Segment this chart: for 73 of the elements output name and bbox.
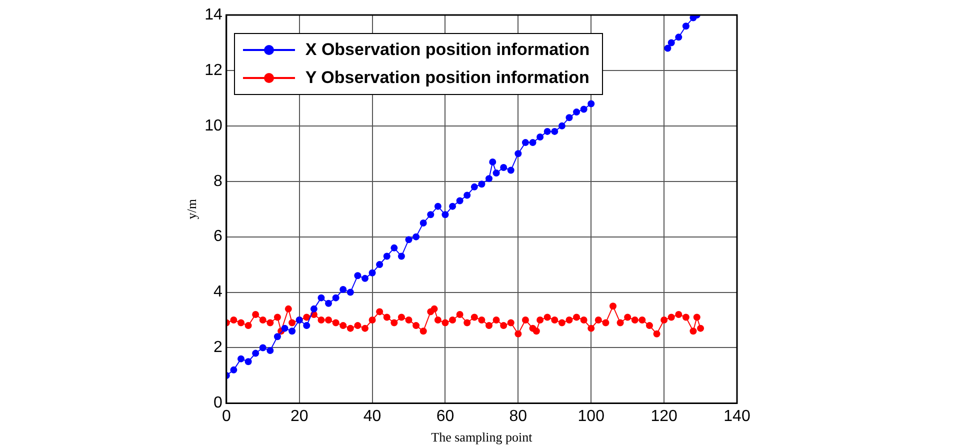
point (551, 128, 558, 135)
point (682, 22, 690, 30)
legend-label: X Observation position information (305, 40, 590, 60)
point (500, 164, 508, 172)
x-axis-title: The sampling point (431, 430, 533, 445)
point (252, 350, 260, 357)
point (390, 244, 398, 252)
point (529, 139, 536, 146)
point (434, 202, 442, 210)
point (492, 170, 500, 177)
y-axis-title: y/m (184, 198, 200, 220)
point (230, 366, 238, 374)
point (514, 150, 522, 158)
point (485, 175, 492, 182)
point (420, 219, 427, 226)
point (573, 108, 580, 116)
point (544, 128, 551, 135)
point (675, 34, 682, 41)
point (244, 358, 252, 366)
y-tick-label: 8 (213, 172, 222, 190)
point (442, 211, 449, 218)
point (332, 294, 340, 302)
x-tick-label: 140 (724, 408, 750, 426)
x-tick-label: 60 (436, 408, 454, 426)
point (536, 134, 544, 141)
x-tick-label: 80 (509, 408, 528, 426)
x-tick-label: 20 (290, 408, 308, 426)
point (281, 324, 288, 332)
point (310, 305, 318, 312)
point (376, 261, 384, 268)
point (368, 269, 376, 276)
point (259, 344, 266, 352)
point (383, 252, 390, 260)
point (346, 288, 354, 296)
point (558, 122, 566, 130)
y-tick-label: 4 (213, 284, 222, 301)
point (464, 192, 471, 199)
point (325, 300, 332, 307)
x-tick-label: 40 (363, 408, 382, 426)
point (588, 100, 595, 108)
point (398, 252, 405, 260)
x-tick-label: 100 (578, 408, 605, 426)
point (566, 114, 573, 122)
y-tick-label: 10 (204, 117, 222, 134)
point (580, 106, 588, 113)
point (522, 139, 529, 146)
point (507, 166, 514, 174)
point (449, 202, 456, 210)
point (354, 272, 362, 280)
point (668, 39, 675, 46)
point (266, 347, 274, 354)
y-tick-label: 2 (213, 339, 222, 356)
point (274, 333, 281, 340)
point (664, 44, 672, 52)
point (456, 197, 464, 204)
x-tick-label: 120 (650, 408, 678, 426)
point (318, 294, 325, 302)
point (478, 180, 486, 188)
point (288, 328, 296, 335)
legend-label: Y Observation position information (305, 68, 590, 88)
point (470, 183, 478, 190)
y-tick-label: 6 (213, 228, 222, 246)
point (361, 274, 368, 282)
point (237, 355, 244, 362)
y-tick-label: 12 (204, 62, 222, 79)
point (489, 158, 496, 166)
point (303, 322, 310, 330)
y-tick-label: 0 (213, 394, 222, 412)
point (412, 233, 420, 240)
point (405, 236, 412, 244)
y-tick-label: 14 (204, 6, 222, 24)
point (340, 286, 347, 294)
point (427, 211, 434, 218)
